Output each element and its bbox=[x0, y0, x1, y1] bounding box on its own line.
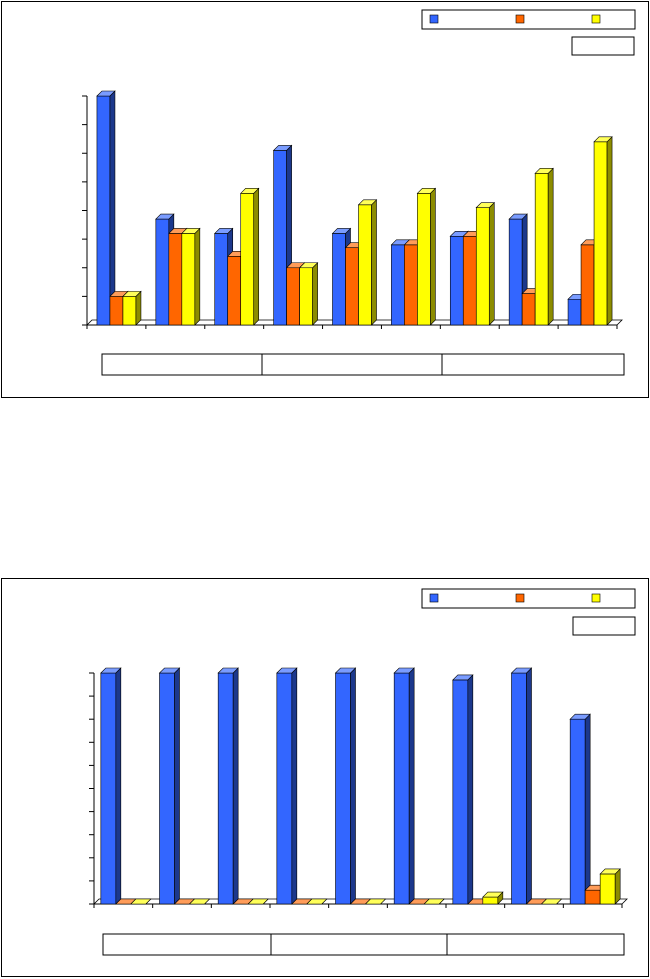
chart2-bar bbox=[364, 898, 387, 905]
chart2-bar bbox=[599, 868, 621, 905]
chart1-bar bbox=[96, 90, 116, 326]
chart1-legend bbox=[421, 9, 636, 30]
chart2-legend-swatch bbox=[591, 593, 601, 603]
chart2-bar bbox=[217, 667, 239, 905]
chart-2 bbox=[89, 588, 636, 956]
chart2-legend bbox=[421, 588, 636, 609]
chart2-bar bbox=[188, 898, 211, 905]
chart2-bar bbox=[540, 898, 563, 905]
chart1-legend-swatch bbox=[591, 14, 601, 24]
chart-1 bbox=[82, 9, 636, 376]
chart1-bar bbox=[181, 227, 201, 326]
chart-1-frame bbox=[1, 1, 649, 398]
chart1-bar bbox=[239, 187, 260, 326]
chart1-legend-swatch bbox=[515, 14, 525, 24]
chart2-bar bbox=[569, 713, 591, 905]
chart2-bar bbox=[482, 891, 504, 905]
chart2-group-label-box bbox=[102, 933, 625, 956]
chart2-bar bbox=[510, 667, 533, 905]
chart1-note-box bbox=[571, 36, 635, 56]
chart2-bar bbox=[423, 898, 445, 905]
chart2-bar bbox=[247, 898, 269, 905]
chart1-bar bbox=[416, 187, 437, 326]
chart1-legend-swatch bbox=[429, 14, 439, 24]
chart2-bar bbox=[334, 667, 357, 905]
chart1-bar bbox=[272, 144, 293, 326]
chart2-note-box bbox=[572, 616, 636, 636]
chart1-bar bbox=[475, 201, 496, 326]
chart2-bar bbox=[130, 898, 152, 905]
chart1-group-label-box bbox=[101, 353, 625, 376]
chart2-bar bbox=[452, 674, 474, 905]
chart2-bar bbox=[393, 667, 415, 905]
chart1-bar bbox=[122, 290, 142, 326]
chart2-bar bbox=[276, 667, 298, 905]
chart2-bar bbox=[100, 667, 122, 905]
chart1-bar bbox=[298, 262, 319, 326]
chart2-bar bbox=[158, 667, 181, 905]
chart2-legend-swatch bbox=[429, 593, 439, 603]
chart1-bar bbox=[357, 199, 378, 326]
chart-2-frame bbox=[1, 578, 649, 977]
chart2-bar bbox=[306, 898, 328, 905]
chart2-legend-swatch bbox=[515, 593, 525, 603]
chart1-bar bbox=[593, 136, 613, 326]
chart1-bar bbox=[534, 167, 554, 326]
